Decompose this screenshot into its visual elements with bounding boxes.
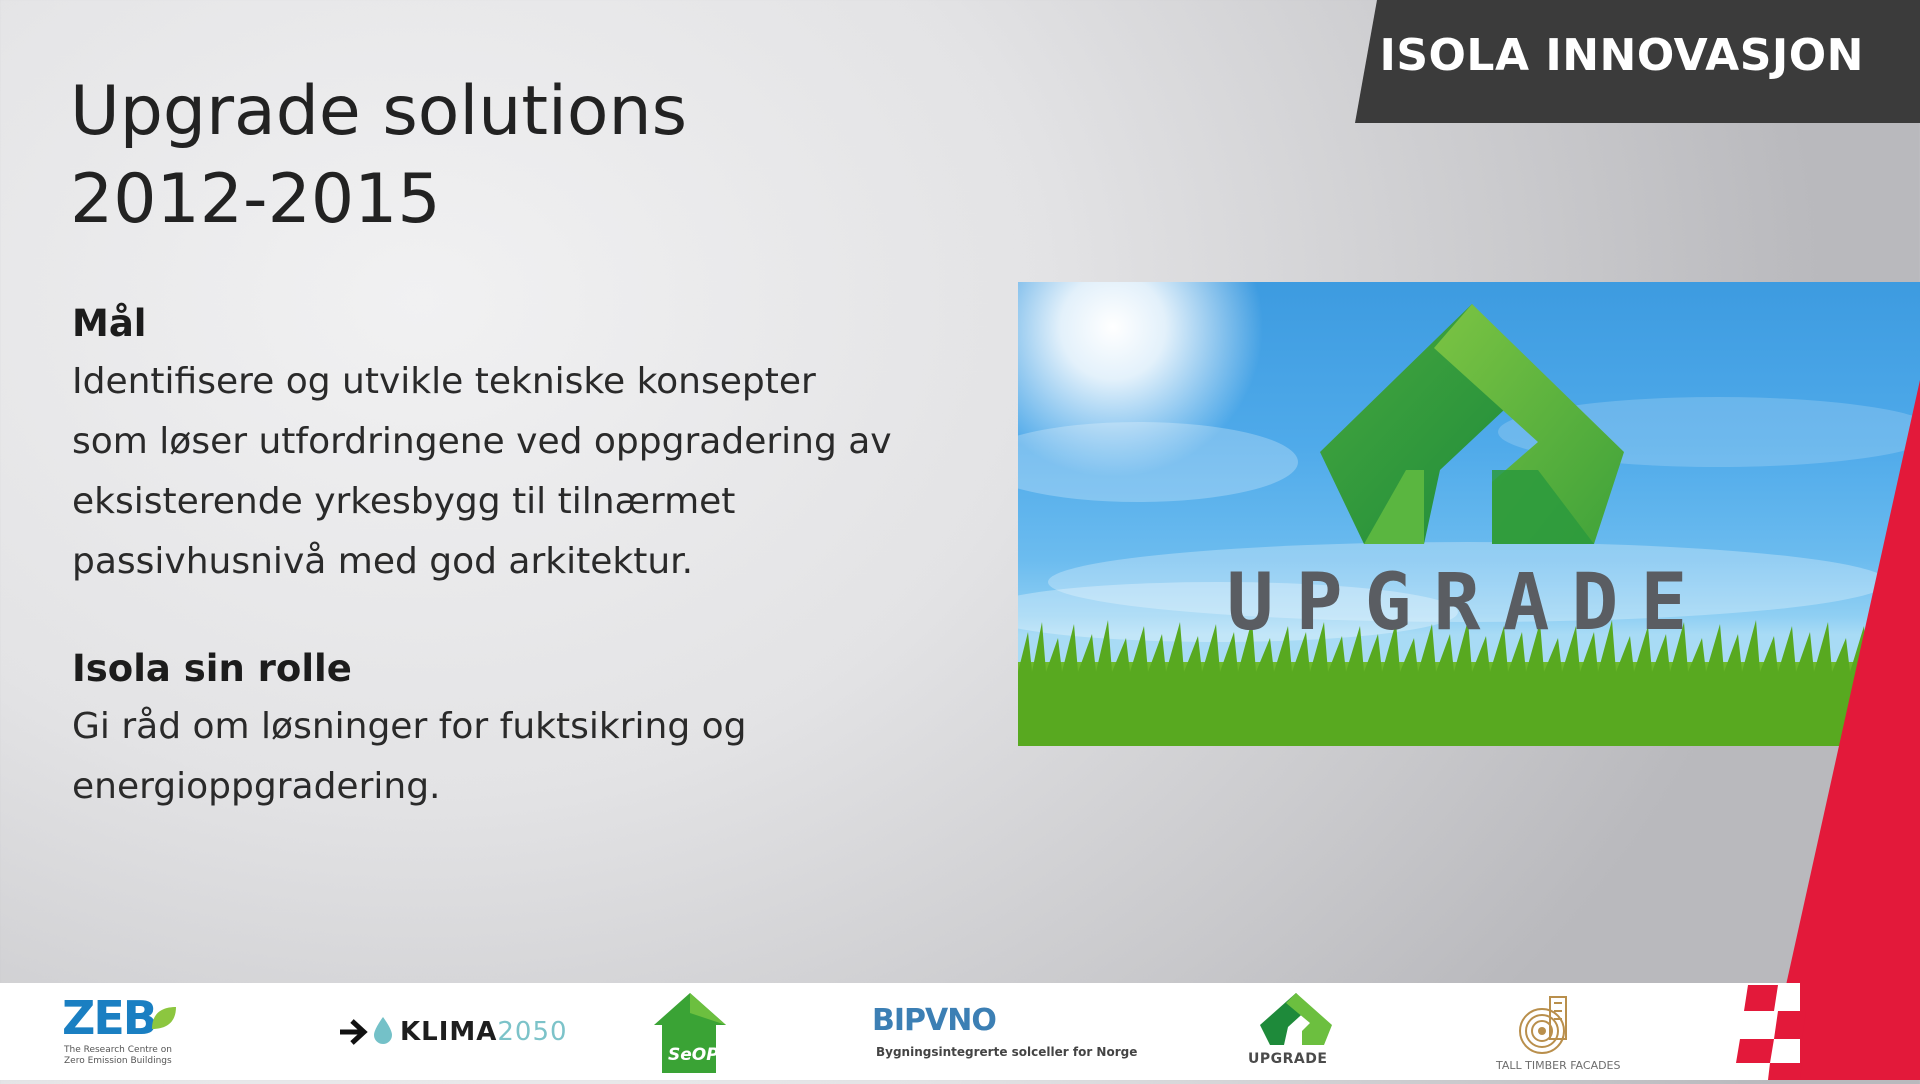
- leaf-icon: [152, 1007, 176, 1029]
- water-drop-icon: [374, 1017, 392, 1044]
- sky-grass-illustration: [1018, 282, 1920, 746]
- upgrade-wordmark: UPGRADE: [1226, 558, 1710, 648]
- upgrade-house-small-icon: [1260, 993, 1332, 1045]
- slide-title: Upgrade solutions 2012-2015: [70, 68, 970, 244]
- upgrade-logo: UPGRADE: [1246, 983, 1346, 1080]
- zeb-mark: ZEB: [62, 991, 158, 1045]
- goal-heading: Mål: [72, 302, 147, 345]
- zeb-subtitle-line-1: The Research Centre on: [64, 1045, 172, 1055]
- goal-section: Mål Identifisere og utvikle tekniske kon…: [72, 296, 892, 592]
- bipvno-logo: BIPVNO Bygningsintegrerte solceller for …: [872, 983, 1137, 1080]
- klima2050-logo: KLIMA2050: [338, 983, 567, 1080]
- zeb-subtitle: The Research Centre on Zero Emission Bui…: [64, 1045, 194, 1067]
- slide-title-line-2: 2012-2015: [70, 160, 441, 239]
- klima-year: 2050: [497, 1017, 568, 1047]
- seopp-logo: SeOPP: [650, 983, 732, 1080]
- slide-title-line-1: Upgrade solutions: [70, 72, 688, 151]
- tall-timber-facades-logo: TALL TIMBER FACADES: [1492, 983, 1632, 1080]
- role-line-2: energioppgradering.: [72, 766, 441, 807]
- arrow-right-icon: [340, 1019, 368, 1045]
- partner-logo-strip: ZEB The Research Centre on Zero Emission…: [0, 983, 1800, 1080]
- house-icon: [654, 993, 726, 1073]
- klima2050-wordmark: KLIMA2050: [400, 1017, 568, 1047]
- goal-line-2: som løser utfordringene ved oppgradering…: [72, 421, 892, 462]
- header-banner: [1355, 0, 1920, 123]
- role-heading: Isola sin rolle: [72, 647, 352, 690]
- goal-text: Identifisere og utvikle tekniske konsept…: [72, 352, 892, 592]
- upgrade-logo-wordmark: UPGRADE: [1248, 1051, 1328, 1067]
- zeb-subtitle-line-2: Zero Emission Buildings: [64, 1056, 172, 1066]
- header-banner-text: ISOLA INNOVASJON: [1379, 30, 1864, 81]
- role-section: Isola sin rolle Gi råd om løsninger for …: [72, 641, 892, 817]
- klima-name: KLIMA: [400, 1017, 498, 1047]
- role-text: Gi råd om løsninger for fuktsikring og e…: [72, 697, 892, 817]
- bipvno-wordmark: BIPVNO: [872, 1003, 997, 1038]
- role-line-1: Gi råd om løsninger for fuktsikring og: [72, 706, 747, 747]
- goal-line-1: Identifisere og utvikle tekniske konsept…: [72, 361, 816, 402]
- sun-glow: [1018, 282, 1263, 477]
- upgrade-picture: UPGRADE: [1018, 282, 1920, 746]
- isola-checker-mark: [1736, 985, 1806, 1080]
- seopp-wordmark: SeOPP: [668, 1045, 732, 1065]
- tall-timber-facades-wordmark: TALL TIMBER FACADES: [1496, 1059, 1621, 1072]
- bipvno-subtitle: Bygningsintegrerte solceller for Norge: [876, 1045, 1138, 1059]
- timber-rings-icon: [1519, 996, 1567, 1054]
- goal-line-3: eksisterende yrkesbygg til tilnærmet: [72, 481, 736, 522]
- goal-line-4: passivhusnivå med god arkitektur.: [72, 541, 694, 582]
- zeb-logo: ZEB The Research Centre on Zero Emission…: [62, 983, 182, 1080]
- upgrade-house-logo: [1320, 304, 1624, 544]
